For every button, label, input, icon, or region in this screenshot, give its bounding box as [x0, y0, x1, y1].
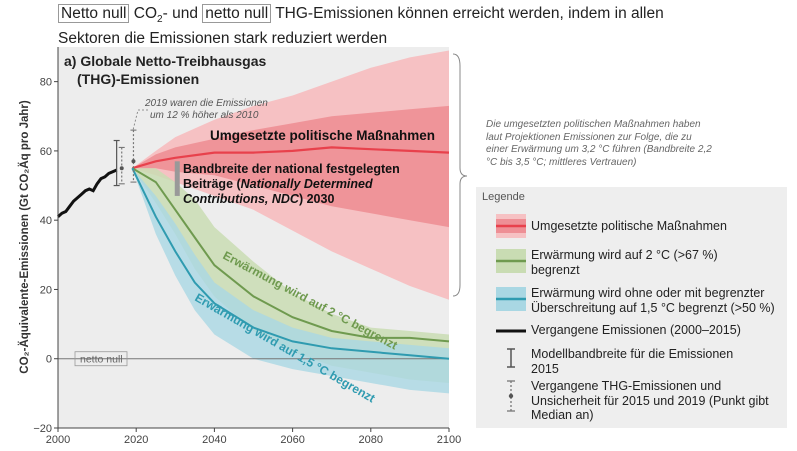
ndc-line-2-italic: Nationally Determined	[241, 177, 373, 191]
legend: Legende Umgesetzte politische Maßnahmen …	[476, 187, 787, 428]
ndc-line-3: Contributions, NDC) 2030	[183, 192, 334, 206]
legend-title: Legende	[482, 191, 525, 203]
legend-label-one-five: Erwärmung wird ohne oder mit begrenzter …	[531, 286, 775, 315]
y-axis-label: CO₂-Äquivalente-Emissionen (Gt CO₂Äq pro…	[18, 100, 31, 374]
headline-co2: CO	[129, 5, 158, 22]
headline-net-zero-2: netto null	[202, 4, 272, 23]
x-tick-label: 2060	[280, 434, 304, 446]
legend-one-five-swatch	[496, 287, 526, 311]
legend-uncertainty-icon	[507, 380, 515, 412]
ndc-annotation: Bandbreite der national festgelegtenBeit…	[183, 162, 400, 206]
headline-net-zero-1: Netto null	[58, 4, 130, 23]
policy-range-brace	[452, 53, 468, 297]
legend-label-uncertainty: Vergangene THG-Emissionen und Unsicherhe…	[531, 379, 769, 422]
uncertainty-2015-median-dot	[119, 166, 124, 171]
y-tick-label: 0	[46, 354, 52, 366]
legend-label-history: Vergangene Emissionen (2000–2015)	[531, 323, 741, 337]
legend-label-model-range: Modellbandbreite für die Emissionen 2015	[531, 347, 734, 376]
note-2019-line-1: 2019 waren die Emissionen	[144, 98, 268, 109]
ndc-line-3-part: ) 2030	[299, 192, 334, 206]
x-tick-label: 2040	[202, 434, 226, 446]
ndc-line-2-part: Beiträge (	[183, 177, 241, 191]
policy-warming-note: Die umgesetzten politischen Maßnahmen ha…	[486, 119, 712, 168]
x-tick-label: 2080	[359, 434, 383, 446]
policy-band-inner	[132, 105, 450, 228]
history-line	[57, 168, 118, 218]
one-five-band	[132, 168, 450, 394]
headline-rest-2: Sektoren die Emissionen stark reduziert …	[58, 30, 388, 48]
two-deg-line	[131, 167, 450, 343]
y-tick-label: 80	[40, 77, 52, 89]
two-deg-band	[132, 168, 450, 383]
headline-rest-1: THG-Emissionen können erreicht werden, i…	[271, 5, 664, 22]
policy-line	[131, 146, 450, 170]
uncertainty-2019-median-dot	[131, 159, 136, 164]
note-2019-leader	[132, 109, 148, 131]
headline-co2-subscript: 2	[157, 14, 163, 26]
legend-policy-swatch	[496, 214, 526, 238]
x-tick-label: 2020	[124, 434, 148, 446]
note-2019-line-2: um 12 % höher als 2010	[150, 110, 259, 121]
legend-model-range-icon	[507, 348, 515, 368]
policy-annotation: Umgesetzte politische Maßnahmen	[210, 128, 435, 143]
x-tick-label: 2100	[437, 434, 461, 446]
legend-label-two-deg: Erwärmung wird auf 2 °C (>67 %) begrenzt	[531, 248, 718, 277]
y-tick-label: −20	[33, 423, 52, 435]
headline: Netto null CO2- und netto null THG-Emiss…	[58, 4, 778, 48]
ndc-line-3-italic: Contributions, NDC	[183, 192, 300, 206]
headline-and: - und	[162, 5, 203, 22]
y-tick-label: 60	[40, 146, 52, 158]
y-tick-label: 40	[40, 215, 52, 227]
legend-label-policy: Umgesetzte politische Maßnahmen	[531, 219, 727, 233]
chart-title-line-2: (THG)-Emissionen	[77, 71, 199, 87]
y-tick-label: 20	[40, 284, 52, 296]
ndc-line-2: Beiträge (Nationally Determined	[183, 177, 373, 191]
x-tick-label: 2000	[46, 434, 70, 446]
one-five-line	[131, 167, 450, 360]
ndc-line-1: Bandbreite der national festgelegten	[183, 162, 400, 176]
ndc-2030-range-bar	[174, 161, 180, 196]
legend-two-deg-swatch	[496, 249, 526, 273]
chart-title-line-1: a) Globale Netto-Treibhausgas	[64, 53, 266, 69]
net-zero-label: netto null	[80, 354, 123, 366]
net-zero-box	[74, 351, 128, 367]
legend-history-swatch	[496, 329, 526, 333]
